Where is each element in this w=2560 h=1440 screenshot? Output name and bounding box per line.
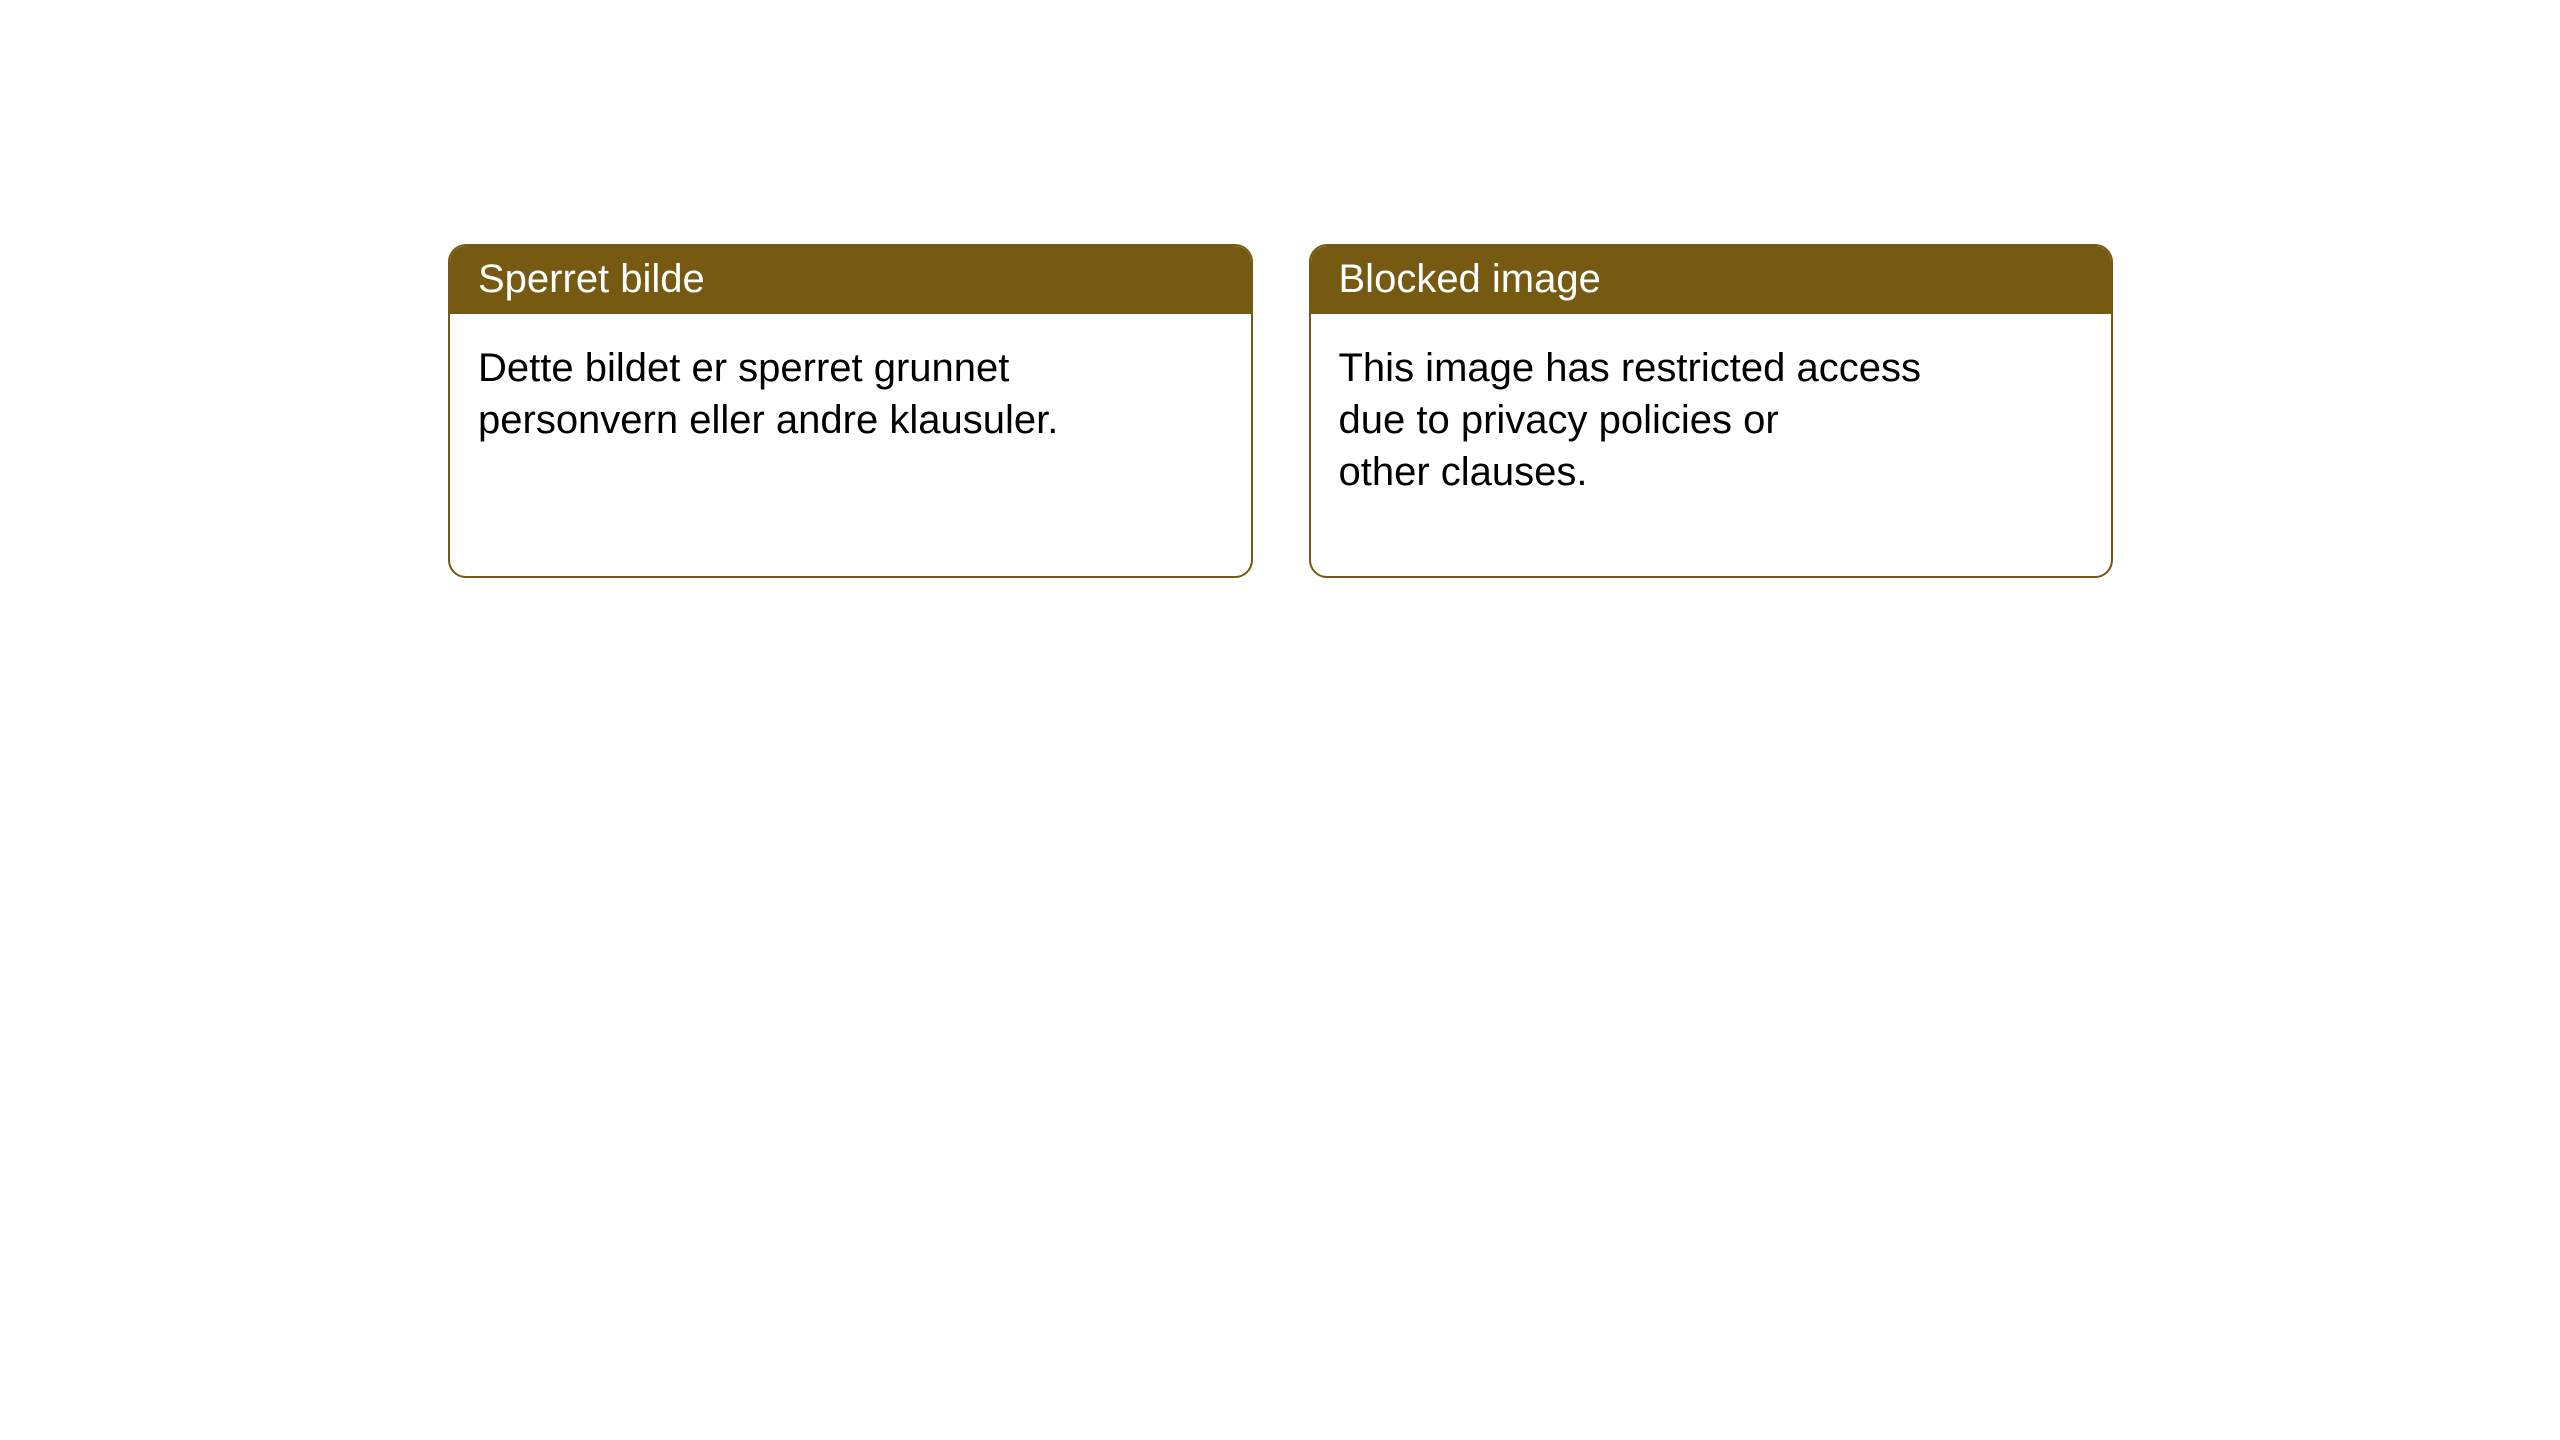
card-header: Blocked image [1311,246,2112,314]
card-body-text: This image has restricted access due to … [1311,314,2112,526]
card-header: Sperret bilde [450,246,1251,314]
notice-card-norwegian: Sperret bilde Dette bildet er sperret gr… [448,244,1253,578]
notice-card-english: Blocked image This image has restricted … [1309,244,2114,578]
card-body-text: Dette bildet er sperret grunnet personve… [450,314,1251,474]
notice-cards-container: Sperret bilde Dette bildet er sperret gr… [448,244,2113,578]
